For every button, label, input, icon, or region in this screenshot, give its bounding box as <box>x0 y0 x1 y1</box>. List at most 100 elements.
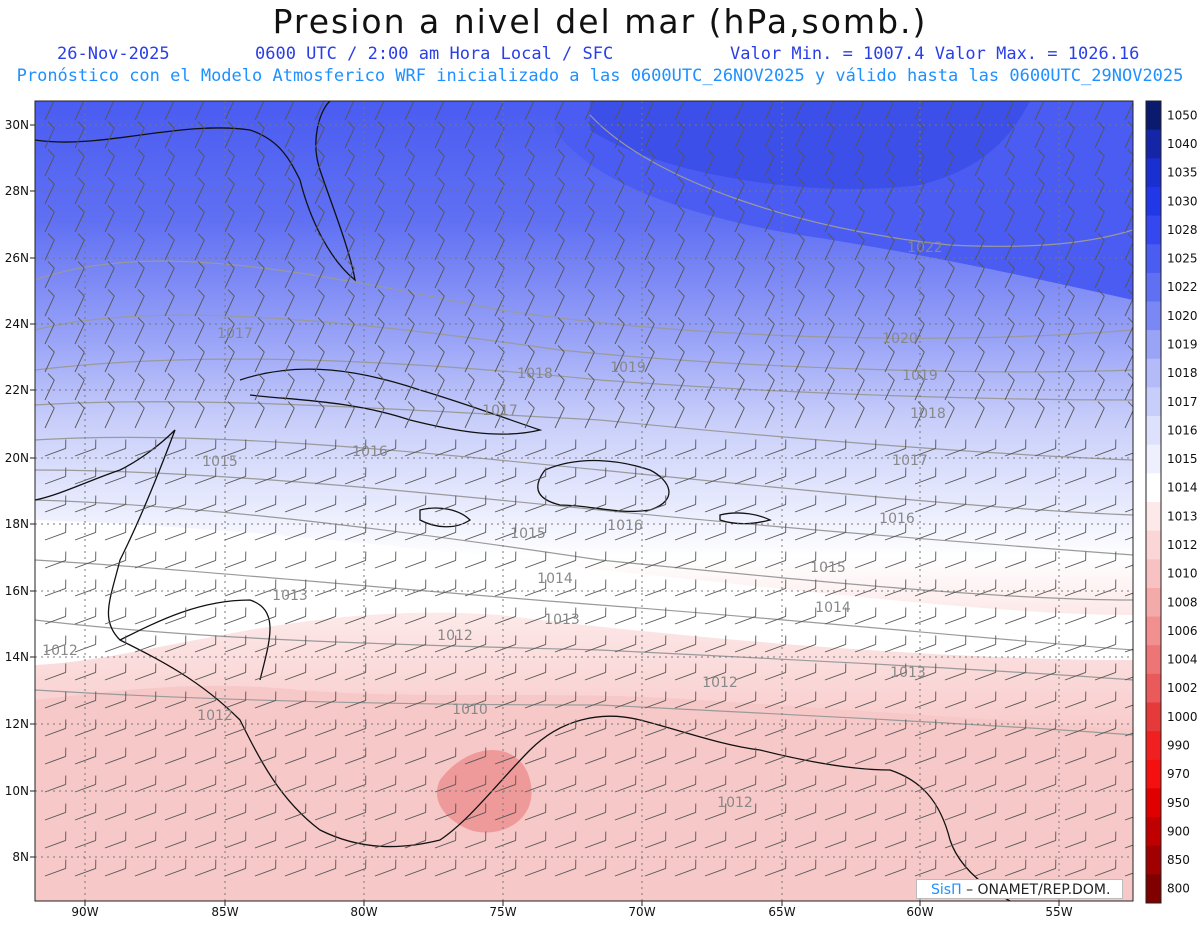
wind-barb-shaft <box>374 812 396 821</box>
wind-barb-shaft <box>434 101 445 121</box>
wind-barb-shaft <box>104 211 115 233</box>
wind-barb-shaft <box>254 728 276 737</box>
wind-barb-feather <box>258 94 264 100</box>
wind-barb-shaft <box>584 448 606 457</box>
wind-barb-shaft <box>1004 588 1026 597</box>
wind-barb-shaft <box>1094 407 1105 429</box>
wind-barb-feather <box>707 177 715 185</box>
wind-barb-shaft <box>944 532 966 541</box>
wind-barb-shaft <box>44 379 55 401</box>
wind-barb-shaft <box>584 756 606 765</box>
wind-barb-shaft <box>104 532 126 541</box>
wind-barb-shaft <box>434 155 445 177</box>
wind-barb-feather <box>467 345 475 353</box>
wind-barb-shaft <box>524 868 546 877</box>
wind-barb-shaft <box>164 868 186 877</box>
contour-label: 1010 <box>452 702 488 718</box>
wind-barb-shaft <box>314 267 325 289</box>
wind-barb-shaft <box>104 239 115 261</box>
wind-barb-feather <box>1067 149 1075 157</box>
wind-barb-shaft <box>674 812 696 821</box>
wind-barb-shaft <box>44 239 55 261</box>
wind-barb-feather <box>707 317 715 325</box>
wind-barb-shaft <box>614 127 625 149</box>
wind-barb-shaft <box>284 211 295 233</box>
wind-barb-shaft <box>194 644 216 653</box>
wind-barb-shaft <box>164 532 186 541</box>
wind-barb-shaft <box>1064 868 1086 877</box>
colorbar-swatch <box>1146 645 1161 675</box>
wind-barb-shaft <box>674 101 685 121</box>
wind-barb-feather <box>798 94 804 100</box>
wind-barb-shaft <box>614 379 625 401</box>
wind-barb-feather <box>887 289 895 297</box>
wind-barb-shaft <box>284 840 306 849</box>
wind-barb-shaft <box>194 616 216 625</box>
wind-barb-shaft <box>644 812 666 821</box>
wind-barb-shaft <box>314 239 325 261</box>
wind-barb-shaft <box>254 560 276 569</box>
wind-barb-shaft <box>104 323 115 345</box>
wind-barb-shaft <box>854 267 865 289</box>
wind-barb-shaft <box>644 379 655 401</box>
wind-barb-feather <box>1127 205 1133 212</box>
wind-barb-feather <box>887 149 895 157</box>
wind-barb-shaft <box>494 351 505 373</box>
wind-barb-shaft <box>854 812 876 821</box>
wind-barb-shaft <box>284 504 306 513</box>
wind-barb-shaft <box>734 588 756 597</box>
wind-barb-shaft <box>914 239 925 261</box>
wind-barb-feather <box>497 233 505 241</box>
wind-barb-feather <box>528 94 534 100</box>
wind-barb-shaft <box>974 504 996 513</box>
wind-barb-shaft <box>914 560 936 569</box>
wind-barb-feather <box>527 373 535 381</box>
wind-barb-shaft <box>884 840 906 849</box>
wind-barb-shaft <box>764 127 775 149</box>
wind-barb-feather <box>347 205 355 213</box>
wind-barb-feather <box>137 345 145 353</box>
wind-barb-shaft <box>254 407 265 429</box>
wind-barb-feather <box>407 177 415 185</box>
wind-barb-shaft <box>404 448 426 457</box>
wind-barb-shaft <box>614 407 625 429</box>
wind-barb-shaft <box>794 476 816 485</box>
wind-barb-shaft <box>944 448 966 457</box>
wind-barb-shaft <box>914 267 925 289</box>
wind-barb-shaft <box>854 756 876 765</box>
wind-barb-feather <box>917 149 925 157</box>
wind-barb-shaft <box>944 840 966 849</box>
wind-barb-shaft <box>104 700 126 709</box>
wind-barb-shaft <box>914 672 936 681</box>
wind-barb-shaft <box>524 728 546 737</box>
wind-barb-feather <box>917 233 925 241</box>
wind-barb-shaft <box>914 700 936 709</box>
wind-barb-feather <box>1097 121 1105 129</box>
wind-barb-shaft <box>254 616 276 625</box>
wind-barb-shaft <box>584 476 606 485</box>
wind-barb-feather <box>797 121 805 129</box>
wind-barb-feather <box>558 94 564 100</box>
wind-barb-feather <box>767 233 775 241</box>
wind-barb-shaft <box>1064 756 1086 765</box>
wind-barb-feather <box>78 94 84 100</box>
wind-barb-feather <box>587 177 595 185</box>
wind-barb-shaft <box>704 532 726 541</box>
wind-barb-shaft <box>524 295 535 317</box>
wind-barb-feather <box>47 121 55 129</box>
wind-barb-shaft <box>1064 267 1075 289</box>
wind-barb-feather <box>1097 317 1105 325</box>
wind-barb-shaft <box>1064 560 1086 569</box>
wind-barb-feather <box>527 289 535 297</box>
wind-barb-shaft <box>944 728 966 737</box>
wind-barb-feather <box>737 205 745 213</box>
wind-barb-shaft <box>1094 155 1105 177</box>
time-label: 0600 UTC / 2:00 am Hora Local / SFC <box>255 44 614 64</box>
lat-label: 10N <box>5 784 29 798</box>
wind-barb-shaft <box>614 504 636 513</box>
wind-barb-feather <box>767 205 775 213</box>
wind-barb-shaft <box>224 560 246 569</box>
contour-label: 1012 <box>437 628 473 644</box>
wind-barb-shaft <box>134 323 145 345</box>
wind-barb-shaft <box>974 379 985 401</box>
